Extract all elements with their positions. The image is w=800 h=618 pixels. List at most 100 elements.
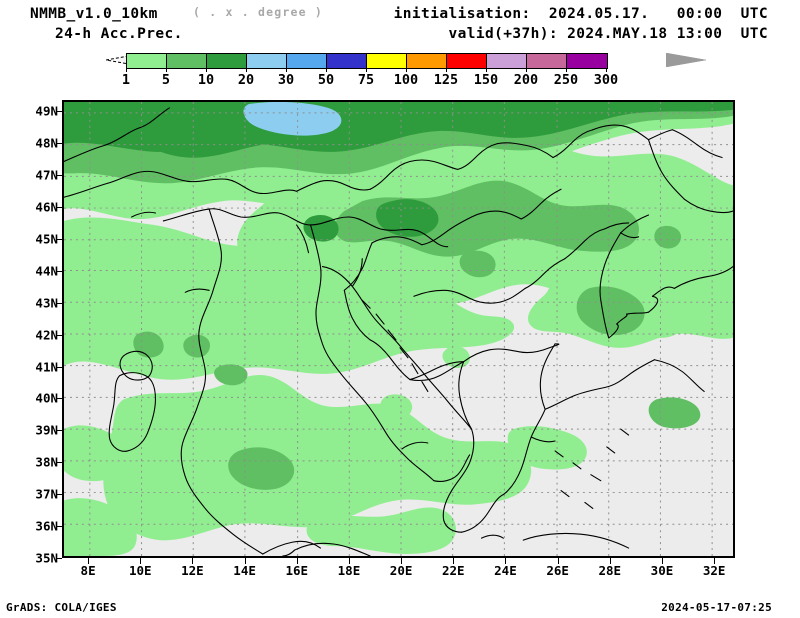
colorbar-tick-300 bbox=[606, 68, 607, 72]
lon-tick-28E bbox=[609, 558, 611, 564]
colorbar-tick-150 bbox=[486, 68, 487, 72]
lat-tick-36N bbox=[56, 526, 62, 528]
lon-tick-18E bbox=[348, 558, 350, 564]
lat-label-40N: 40N bbox=[35, 390, 58, 406]
lon-tick-14E bbox=[244, 558, 246, 564]
colorbar-bands bbox=[126, 53, 608, 69]
colorbar-tick-label-150: 150 bbox=[473, 72, 499, 88]
lat-label-35N: 35N bbox=[35, 550, 58, 566]
colorbar-band-11 bbox=[567, 54, 607, 68]
lat-tick-39N bbox=[56, 430, 62, 432]
valid-time: valid(+37h): 2024.MAY.18 13:00 UTC bbox=[448, 26, 768, 42]
colorbar-tick-label-30: 30 bbox=[277, 72, 295, 88]
lon-label-24E: 24E bbox=[494, 563, 517, 578]
lat-tick-49N bbox=[56, 111, 62, 113]
lat-tick-40N bbox=[56, 398, 62, 400]
colorbar-tick-label-1: 1 bbox=[121, 72, 131, 88]
colorbar-tick-75 bbox=[366, 68, 367, 72]
colorbar-tick-label-50: 50 bbox=[317, 72, 335, 88]
colorbar-tick-50 bbox=[326, 68, 327, 72]
lon-tick-26E bbox=[557, 558, 559, 564]
lat-label-36N: 36N bbox=[35, 518, 58, 534]
lon-tick-20E bbox=[401, 558, 403, 564]
field-title: 24-h Acc.Prec. bbox=[55, 26, 183, 42]
lat-label-48N: 48N bbox=[35, 135, 58, 151]
lat-tick-45N bbox=[56, 238, 62, 240]
colorbar-band-4 bbox=[287, 54, 327, 68]
coastlines-and-borders bbox=[64, 107, 733, 556]
model-title: NMMB_v1.0_10km bbox=[30, 6, 158, 22]
lon-tick-24E bbox=[505, 558, 507, 564]
lat-label-45N: 45N bbox=[35, 231, 58, 247]
model-units-note: ( . x . degree ) bbox=[193, 5, 323, 19]
lon-label-20E: 20E bbox=[389, 563, 413, 578]
lat-tick-41N bbox=[56, 366, 62, 368]
lon-label-8E: 8E bbox=[80, 563, 96, 578]
lat-label-47N: 47N bbox=[35, 167, 58, 183]
colorbar-tick-20 bbox=[246, 68, 247, 72]
lat-tick-47N bbox=[56, 175, 62, 176]
colorbar-band-6 bbox=[367, 54, 407, 68]
initialisation-time: initialisation: 2024.05.17. 00:00 UTC bbox=[393, 6, 768, 22]
colorbar-band-9 bbox=[487, 54, 527, 68]
lon-label-18E: 18E bbox=[337, 563, 361, 578]
grads-credit: GrADS: COLA/IGES bbox=[6, 601, 117, 614]
colorbar-tick-label-125: 125 bbox=[433, 72, 459, 88]
lat-tick-35N bbox=[56, 558, 62, 559]
lat-label-38N: 38N bbox=[35, 454, 58, 470]
lon-label-32E: 32E bbox=[702, 563, 726, 578]
lat-label-42N: 42N bbox=[35, 327, 58, 343]
lat-tick-42N bbox=[56, 334, 62, 336]
colorbar-tick-250 bbox=[566, 68, 567, 72]
lat-label-46N: 46N bbox=[35, 199, 58, 215]
lon-label-14E: 14E bbox=[233, 563, 256, 578]
render-timestamp: 2024-05-17-07:25 bbox=[661, 601, 772, 614]
forecast-map[interactable] bbox=[62, 100, 735, 558]
lat-tick-43N bbox=[56, 302, 62, 304]
colorbar-band-5 bbox=[327, 54, 367, 68]
lon-tick-8E bbox=[88, 558, 90, 564]
colorbar-tick-125 bbox=[446, 68, 447, 72]
colorbar-band-2 bbox=[207, 54, 247, 68]
colorbar-tick-1 bbox=[126, 68, 127, 72]
lon-tick-12E bbox=[192, 558, 194, 564]
colorbar-band-7 bbox=[407, 54, 447, 68]
lon-tick-10E bbox=[140, 558, 142, 564]
lat-tick-44N bbox=[56, 270, 62, 272]
lat-label-41N: 41N bbox=[35, 359, 58, 374]
colorbar-tick-label-5: 5 bbox=[161, 72, 171, 88]
lat-tick-48N bbox=[56, 143, 62, 145]
header-right-block: initialisation: 2024.05.17. 00:00 UTC va… bbox=[394, 4, 800, 48]
map-gridlines bbox=[64, 102, 733, 556]
lon-tick-32E bbox=[714, 558, 716, 564]
colorbar-tick-label-20: 20 bbox=[237, 72, 255, 88]
precipitation-colorbar: 1 5 10 20 30 50 75 100 125 150 200 250 300 bbox=[100, 53, 706, 88]
lon-label-30E: 30E bbox=[650, 563, 674, 578]
colorbar-overflow-arrow-icon bbox=[666, 53, 706, 67]
lat-label-43N: 43N bbox=[35, 295, 58, 311]
lon-tick-16E bbox=[296, 558, 298, 564]
lon-label-28E: 28E bbox=[598, 563, 622, 578]
lat-tick-37N bbox=[56, 494, 62, 496]
lat-label-37N: 37N bbox=[35, 486, 58, 502]
colorbar-tick-label-200: 200 bbox=[513, 72, 539, 88]
lon-label-12E: 12E bbox=[181, 563, 204, 578]
colorbar-tick-100 bbox=[406, 68, 407, 72]
colorbar-tick-label-75: 75 bbox=[357, 72, 375, 88]
precip-core-blue bbox=[243, 102, 342, 136]
lat-tick-46N bbox=[56, 206, 62, 208]
colorbar-tick-5 bbox=[166, 68, 167, 72]
lon-label-10E: 10E bbox=[128, 563, 152, 578]
colorbar-tick-label-100: 100 bbox=[393, 72, 419, 88]
header-left-block: NMMB_v1.0_10km ( . x . degree ) 24-h Acc… bbox=[0, 4, 400, 48]
lat-label-44N: 44N bbox=[35, 263, 58, 279]
map-canvas bbox=[64, 102, 733, 556]
colorbar-tick-label-300: 300 bbox=[593, 72, 619, 88]
precipitation-field bbox=[64, 102, 733, 556]
lat-label-39N: 39N bbox=[35, 422, 58, 438]
lat-label-49N: 49N bbox=[35, 103, 58, 119]
colorbar-tick-200 bbox=[526, 68, 527, 72]
lon-label-16E: 16E bbox=[285, 563, 309, 578]
lon-label-26E: 26E bbox=[546, 563, 569, 578]
lat-tick-38N bbox=[56, 462, 62, 464]
